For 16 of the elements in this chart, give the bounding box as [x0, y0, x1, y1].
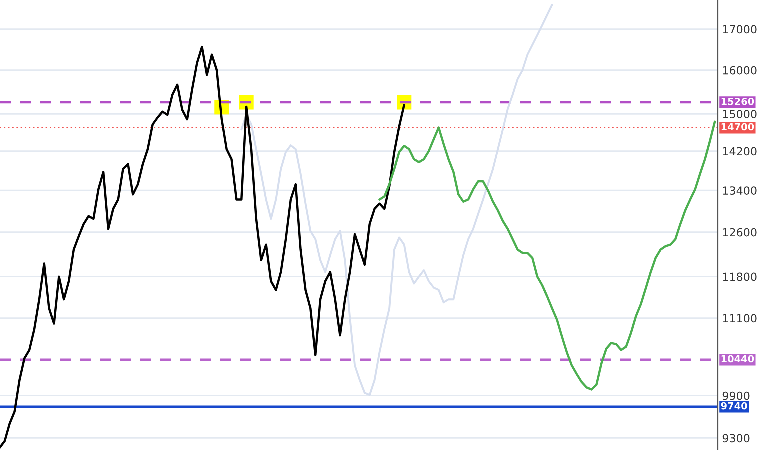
ref-line-label: 14700 — [722, 123, 754, 131]
line-series — [240, 4, 554, 396]
y-tick-label: 12600 — [723, 228, 757, 237]
y-tick-label: 11800 — [723, 272, 757, 282]
ref-line-label: 10440 — [722, 355, 754, 363]
y-tick-label: 9900 — [722, 392, 750, 400]
ref-line-label: 15260 — [722, 98, 754, 106]
y-tick-label: 11100 — [723, 314, 757, 323]
y-tick-label: 9300 — [722, 434, 750, 443]
line-series — [378, 120, 716, 391]
y-tick-label: 15000 — [723, 110, 757, 119]
y-tick-label: 16000 — [723, 66, 757, 75]
y-tick-label: 17000 — [723, 25, 757, 34]
ref-line-label: 9740 — [721, 402, 748, 410]
y-tick-label: 13400 — [723, 186, 757, 195]
y-tick-label: 14200 — [723, 147, 757, 156]
